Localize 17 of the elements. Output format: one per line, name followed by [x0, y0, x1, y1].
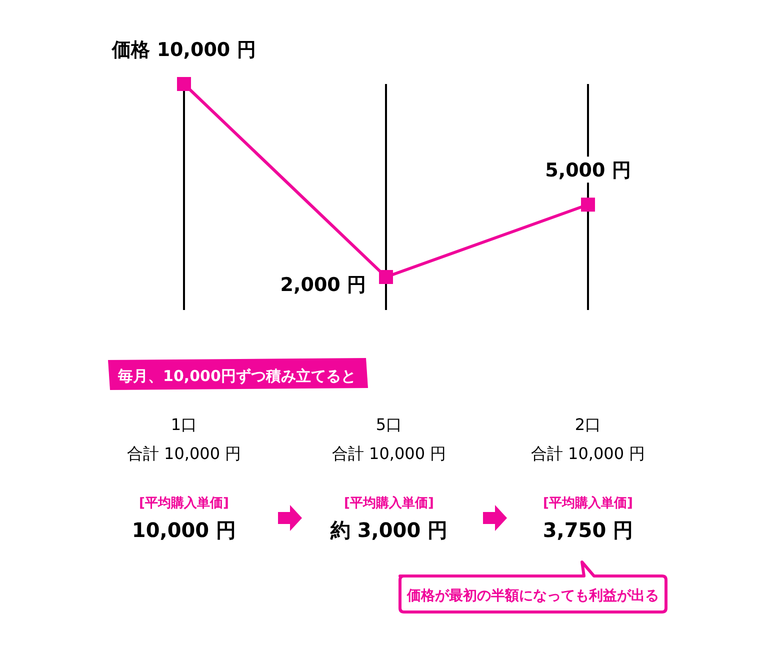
text: [平均購入単価] [139, 495, 229, 511]
text: [平均購入単価] [344, 495, 434, 511]
text: [平均購入単価] [543, 495, 633, 511]
text: 合計 10,000 円 [530, 444, 646, 463]
data-label: 5,000 円 [545, 160, 631, 182]
callout: 価格が最初の半額になっても利益が出る [398, 560, 668, 614]
text: 10,000 円 [132, 518, 236, 542]
text: 約 3,000 円 [329, 518, 448, 542]
text: 合計 10,000 円 [126, 444, 242, 463]
data-label: 2,000 円 [280, 274, 366, 296]
text: 毎月、10,000円ずつ積み立てると [117, 367, 356, 385]
text: 合計 10,000 円 [332, 444, 446, 463]
text: 1口 [170, 415, 198, 434]
text: 5口 [376, 415, 402, 434]
data-label: 価格 10,000 円 [111, 39, 256, 61]
text: 3,750 円 [542, 518, 634, 542]
text: 2口 [574, 415, 602, 434]
